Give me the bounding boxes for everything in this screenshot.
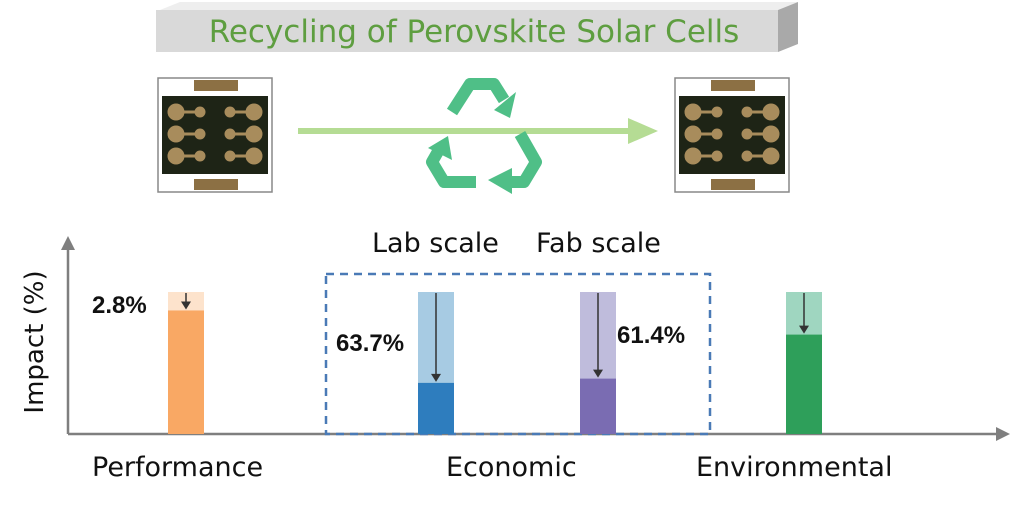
bar-after-0 — [168, 310, 204, 434]
category-label-environmental: Environmental — [696, 452, 893, 483]
impact-bars — [168, 292, 822, 434]
fab-scale-reduction-label: 61.4% — [617, 322, 686, 349]
reduction-arrow-head-1 — [431, 373, 441, 382]
banner-front-face — [156, 10, 778, 52]
lab-scale-label: Lab scale — [372, 228, 499, 259]
category-label-economic: Economic — [446, 452, 577, 483]
diagram-title: Recycling of Perovskite Solar Cells — [208, 14, 740, 50]
perovskite-solar-cell-icon — [674, 77, 790, 193]
bar-after-2 — [580, 378, 616, 434]
reduction-arrow-head-3 — [799, 325, 809, 334]
category-label-performance: Performance — [92, 452, 264, 483]
bar-after-3 — [786, 334, 822, 434]
perovskite-solar-cell-icon — [157, 77, 273, 193]
process-arrow — [298, 118, 658, 144]
recycle-icon — [426, 78, 542, 194]
economic-group-box — [324, 272, 712, 436]
y-axis-label: Impact (%) — [20, 270, 50, 414]
performance-reduction-label: 2.8% — [92, 292, 147, 319]
banner-side-face — [778, 2, 798, 52]
fab-scale-label: Fab scale — [536, 228, 661, 259]
reduction-arrow-head-0 — [181, 301, 191, 310]
bar-after-1 — [418, 382, 454, 434]
lab-scale-reduction-label: 63.7% — [336, 330, 405, 357]
banner-top-face — [160, 2, 798, 10]
reduction-arrow-head-2 — [593, 369, 603, 378]
